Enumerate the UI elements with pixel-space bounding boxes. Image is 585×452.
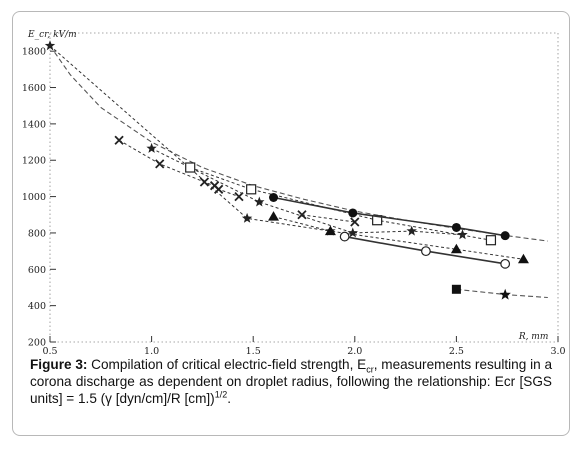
y-tick-label: 200 (28, 338, 46, 349)
caption-text-a: Compilation of critical electric-field s… (87, 357, 367, 372)
data-point-open-square (485, 235, 497, 246)
data-point-filled-triangle (450, 243, 462, 254)
y-tick-label: 1800 (22, 47, 46, 58)
data-point-filled-circle (500, 231, 510, 241)
data-point-star (146, 142, 157, 153)
data-point-cross (214, 184, 224, 194)
y-tick-label: 1200 (22, 156, 46, 167)
data-point-cross (234, 191, 244, 202)
series-line (118, 139, 240, 198)
x-tick-label: 0.5 (42, 346, 57, 357)
series-line (273, 216, 524, 260)
x-tick-label: 1.5 (246, 346, 261, 357)
data-point-cross (350, 217, 360, 227)
data-point-filled-triangle (268, 211, 280, 221)
caption-label: Figure 3: (30, 357, 88, 372)
figure-frame (12, 11, 570, 436)
data-point-filled-triangle (324, 225, 336, 236)
critical-field-chart: 200 400 600 800 1000 1200 1400 1600 1800 0.5 1.0 1.… (22, 30, 566, 357)
x-tick-label: 2.0 (347, 346, 362, 357)
data-point-open-square (246, 184, 257, 195)
data-point-filled-square (451, 284, 461, 294)
x-tick-label: 2.5 (449, 346, 464, 357)
data-point-filled-star (499, 288, 511, 300)
caption-text-b: , measurements resulting in a corona dis… (30, 357, 552, 406)
y-tick-label: 400 (28, 301, 46, 312)
series-line (273, 196, 506, 237)
data-point-filled-circle (269, 192, 279, 202)
figure-caption: Figure 3: Compilation of critical electr… (30, 356, 552, 407)
caption-superscript: 1/2 (214, 389, 228, 400)
x-tick-label: 1.0 (144, 346, 159, 357)
x-tick-label: 3.0 (550, 346, 565, 357)
data-point-star (241, 212, 253, 223)
series-line (301, 214, 355, 223)
data-point-filled-circle (348, 208, 358, 218)
data-point-star (254, 196, 265, 207)
data-point-open-circle (500, 258, 511, 269)
data-point-open-circle (421, 246, 431, 257)
data-point-star (347, 227, 358, 238)
caption-text-c: . (227, 391, 231, 406)
y-tick-label: 1000 (22, 192, 46, 203)
data-point-star (457, 229, 468, 240)
series-line (49, 45, 331, 232)
plot-border (49, 32, 559, 343)
y-tick-label: 1400 (22, 119, 46, 130)
data-point-star (406, 225, 417, 236)
y-axis-label: E_cr, kV/m (27, 30, 77, 40)
y-tick-label: 800 (28, 228, 46, 239)
data-point-star (44, 40, 56, 51)
data-point-cross (297, 210, 307, 220)
data-point-open-circle (339, 231, 350, 242)
y-tick-label: 600 (28, 265, 46, 276)
data-point-cross (114, 135, 124, 145)
caption-subscript: cr (366, 364, 374, 375)
data-point-filled-triangle (517, 253, 529, 264)
x-axis-label: R, mm (518, 332, 549, 342)
data-point-cross (199, 177, 210, 187)
data-point-filled-circle (451, 222, 461, 232)
data-point-cross (155, 159, 165, 169)
data-point-open-square (185, 162, 196, 173)
y-tick-label: 1600 (22, 83, 46, 94)
